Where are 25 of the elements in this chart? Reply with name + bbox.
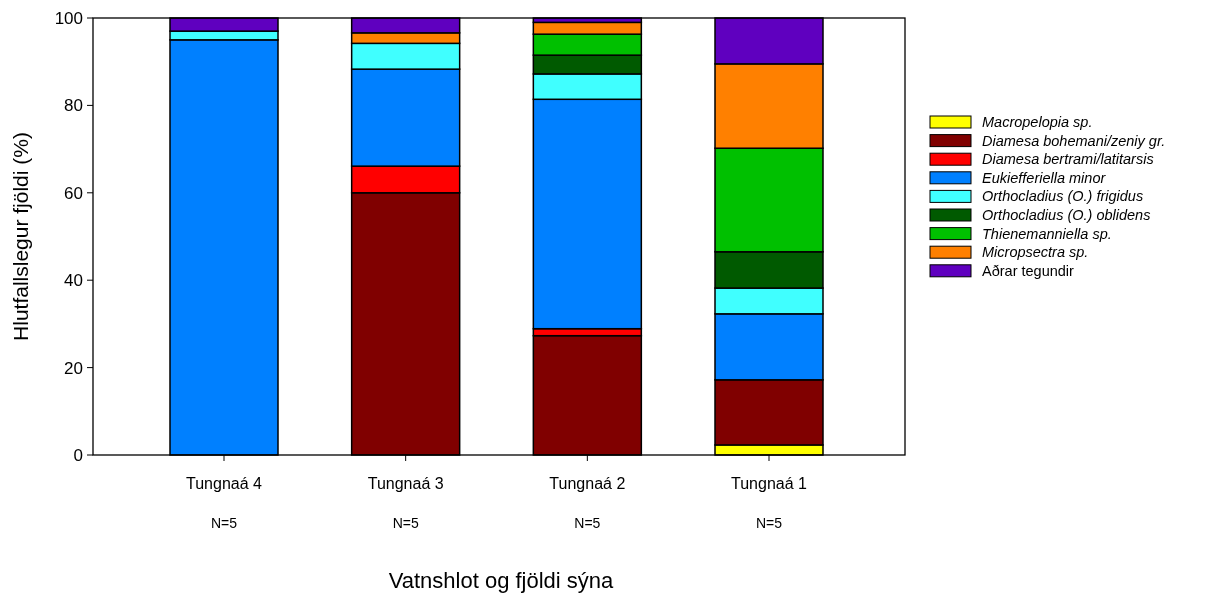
- text: N=5: [755, 515, 783, 531]
- legend-label: Diamesa bohemani/zeniy gr.: [982, 132, 1166, 149]
- x-axis-title: Vatnshlot og fjöldi sýna: [388, 568, 615, 593]
- legend-label: Orthocladius (O.) frigidus: [982, 188, 1144, 205]
- y-tick-label: 40: [64, 271, 83, 291]
- y-tick-label: 80: [64, 96, 83, 116]
- legend-label: Aðrar tegundir: [982, 262, 1075, 279]
- x-tick-label: Tungnaá 2: [549, 475, 626, 492]
- text: N=5: [392, 515, 419, 531]
- x-tick-label: Tungnaá 4: [186, 475, 263, 492]
- x-tick-label: Tungnaá 1: [731, 475, 808, 492]
- y-tick-label: 20: [64, 358, 83, 378]
- y-tick-label: 0: [73, 445, 83, 465]
- legend-label: Orthocladius (O.) oblidens: [982, 207, 1151, 224]
- text: N=5: [574, 515, 601, 531]
- text: N=5: [210, 515, 238, 531]
- legend-label: Macropelopia sp.: [982, 114, 1093, 131]
- y-axis-title: Hlutfallslegur fjöldi (%): [9, 132, 32, 341]
- x-tick-label: Tungnaá 3: [367, 475, 444, 492]
- legend-label: Eukiefferiella minor: [982, 169, 1107, 186]
- legend-label: Diamesa bertrami/latitarsis: [982, 151, 1154, 168]
- legend-label: Micropsectra sp.: [982, 244, 1089, 261]
- y-tick-label: 60: [64, 183, 83, 203]
- legend-label: Thienemanniella sp.: [982, 225, 1112, 242]
- y-tick-label: 100: [54, 8, 83, 28]
